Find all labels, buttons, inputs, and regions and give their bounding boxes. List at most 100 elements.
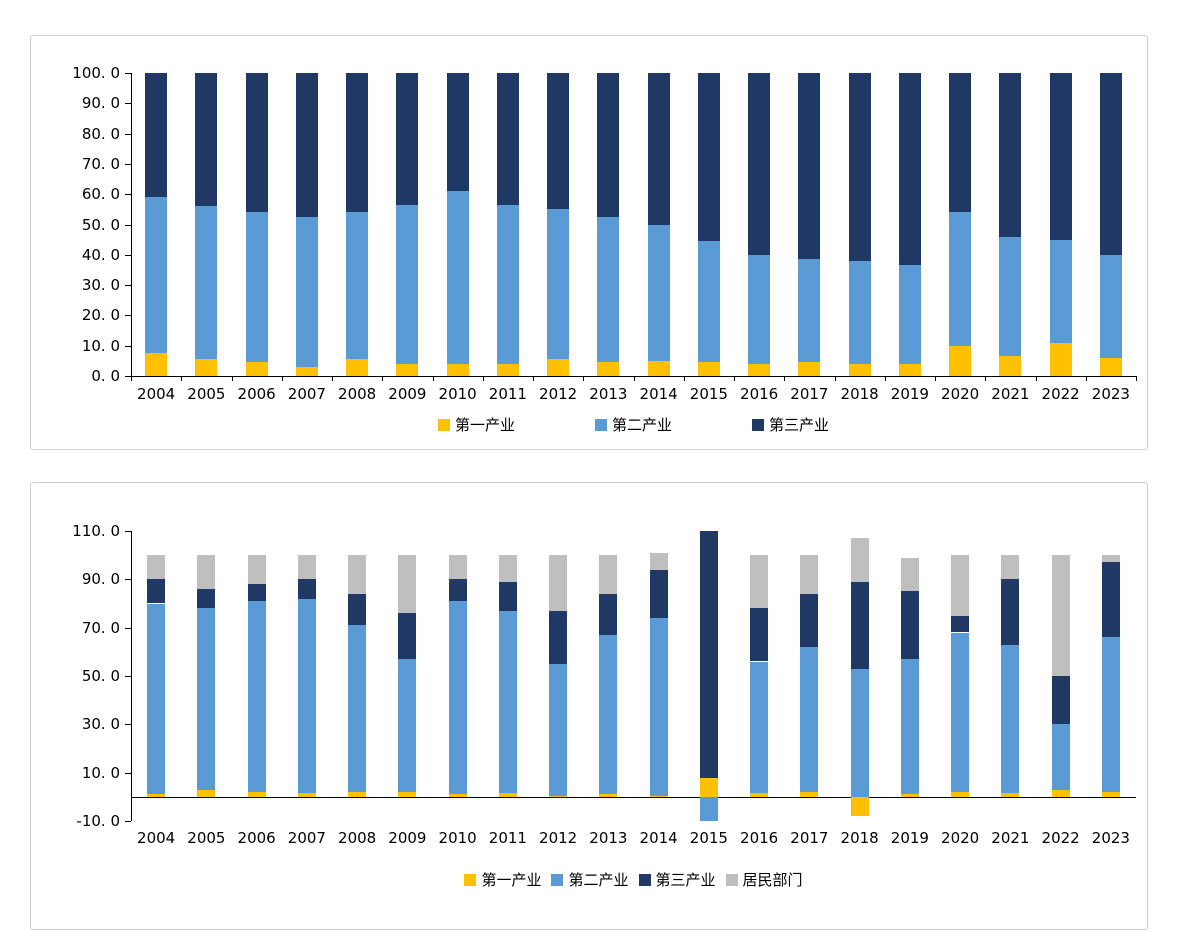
bar-segment	[549, 610, 568, 664]
bar-segment	[147, 555, 166, 580]
x-axis-label: 2018	[840, 829, 879, 847]
x-axis-label: 2021	[991, 385, 1030, 403]
bar-segment	[1001, 579, 1020, 645]
bar-segment	[951, 555, 970, 616]
bar-segment	[547, 209, 570, 360]
legend-label: 第一产业	[481, 871, 542, 889]
bar-segment	[348, 792, 367, 797]
bar-segment	[297, 579, 316, 599]
x-tick-mark	[231, 376, 233, 381]
bar-segment	[1001, 555, 1020, 580]
x-tick-mark	[633, 376, 635, 381]
y-tick-mark	[125, 724, 131, 726]
bar-segment	[295, 73, 318, 217]
bar-segment	[448, 601, 467, 795]
y-tick-mark	[125, 676, 131, 677]
y-tick-label: 40. 0	[81, 245, 120, 264]
y-tick-mark	[125, 103, 131, 105]
bar-segment	[900, 591, 919, 660]
y-tick-label: 10. 0	[81, 336, 120, 355]
bar-segment	[446, 73, 469, 192]
bar-segment	[900, 659, 919, 795]
x-tick-mark	[432, 376, 434, 381]
bar-segment	[800, 593, 819, 647]
bar-segment	[699, 777, 718, 797]
bar-segment	[697, 73, 720, 242]
bar-segment	[496, 73, 519, 205]
bar-segment	[145, 353, 168, 376]
y-tick-mark	[125, 627, 131, 629]
x-axis-label: 2016	[740, 829, 779, 847]
x-axis-label: 2009	[388, 385, 427, 403]
x-axis-label: 2013	[589, 385, 628, 403]
y-tick-mark	[125, 315, 131, 317]
bar-segment	[699, 531, 718, 778]
bar-segment	[649, 569, 668, 618]
bar-segment	[247, 584, 266, 602]
x-axis-label: 2008	[338, 385, 377, 403]
bar-segment	[348, 625, 367, 792]
bar-segment	[147, 603, 166, 795]
bar-segment	[297, 793, 316, 797]
bar-segment	[1001, 793, 1020, 797]
bar-segment	[247, 601, 266, 792]
bar-segment	[498, 793, 517, 797]
bar-segment	[697, 362, 720, 376]
x-axis-label: 2008	[338, 829, 377, 847]
bar-segment	[396, 73, 419, 205]
x-axis-label: 2014	[639, 829, 678, 847]
legend-item: 第一产业	[464, 869, 541, 890]
y-tick-mark	[125, 224, 131, 226]
bar-segment	[649, 795, 668, 797]
y-tick-label: 20. 0	[81, 306, 120, 325]
bar-segment	[951, 615, 970, 633]
x-axis-label: 2019	[890, 385, 929, 403]
bar-segment	[647, 73, 670, 225]
bar-segment	[647, 360, 670, 376]
y-tick-label: 90. 0	[81, 570, 120, 589]
bar-segment	[297, 555, 316, 580]
y-tick-mark	[125, 531, 131, 532]
legend-swatch	[752, 418, 764, 431]
x-axis-label: 2007	[287, 829, 326, 847]
x-tick-mark	[1136, 376, 1137, 381]
bar-segment	[1101, 562, 1120, 638]
x-tick-mark	[583, 376, 585, 381]
x-axis-label: 2015	[689, 385, 728, 403]
bar-segment	[147, 794, 166, 797]
x-tick-mark	[181, 376, 183, 381]
bar-segment	[999, 73, 1022, 237]
bar-segment	[195, 359, 218, 376]
bar-segment	[649, 552, 668, 570]
y-tick-mark	[125, 194, 131, 196]
bar-segment	[496, 204, 519, 364]
y-tick-label: 90. 0	[81, 94, 120, 113]
x-axis-label: 2017	[790, 385, 829, 403]
x-tick-mark	[332, 376, 333, 381]
y-tick-mark	[125, 254, 131, 256]
x-axis-label: 2020	[941, 829, 980, 847]
y-tick-mark	[125, 376, 131, 377]
x-tick-mark	[281, 376, 283, 381]
x-tick-mark	[985, 376, 987, 381]
bar-segment	[498, 555, 517, 582]
bar-segment	[245, 73, 268, 213]
bar-segment	[197, 789, 216, 797]
bar-segment	[850, 668, 869, 797]
x-axis-label: 2023	[1091, 829, 1130, 847]
y-tick-label: 70. 0	[81, 618, 120, 637]
bar-segment	[147, 579, 166, 604]
bar-segment	[949, 212, 972, 346]
bar-segment	[446, 191, 469, 364]
bar-segment	[396, 363, 419, 376]
x-tick-mark	[131, 376, 132, 381]
bar-segment	[1101, 637, 1120, 792]
bar-segment	[1051, 676, 1070, 725]
legend-swatch	[437, 418, 450, 431]
x-tick-mark	[884, 376, 886, 381]
x-tick-mark	[1085, 376, 1087, 381]
bar-segment	[195, 73, 218, 207]
bar-segment	[1001, 644, 1020, 794]
y-tick-label: 30. 0	[81, 715, 120, 734]
